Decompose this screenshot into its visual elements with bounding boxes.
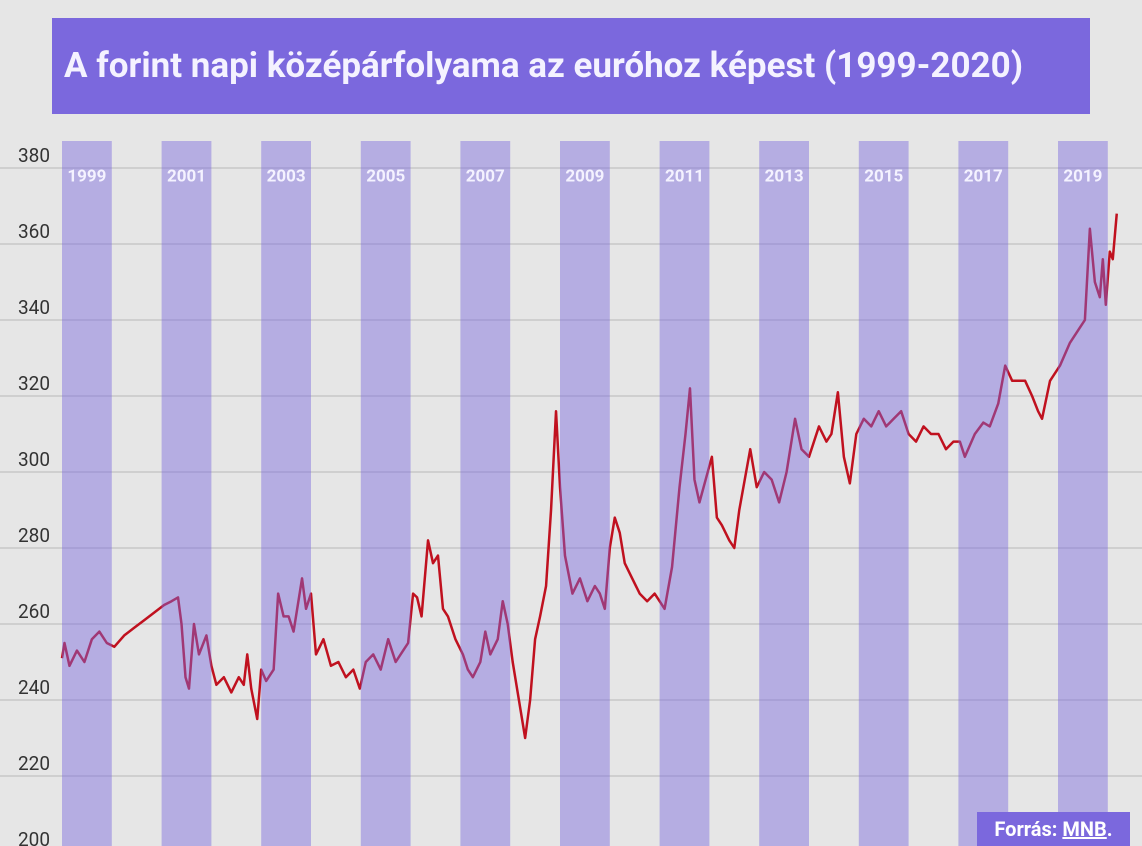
y-tick-label: 340 [18, 296, 50, 319]
y-tick-label: 260 [18, 600, 50, 623]
band-label: 2003 [267, 166, 306, 186]
year-band [560, 141, 610, 846]
year-band [161, 141, 212, 846]
band-label: 2005 [366, 166, 405, 186]
year-band [858, 141, 909, 846]
y-tick-label: 320 [18, 372, 50, 395]
y-tick-label: 380 [18, 144, 50, 167]
y-tick-label: 220 [18, 752, 50, 775]
source-label: Forrás: [994, 817, 1058, 841]
source: Forrás: MNB. [977, 812, 1130, 846]
year-band [62, 141, 112, 846]
y-tick-label: 360 [18, 220, 50, 243]
y-tick-label: 240 [18, 676, 50, 699]
source-link[interactable]: MNB [1062, 817, 1107, 841]
y-tick-label: 300 [18, 448, 50, 471]
band-label: 2001 [167, 166, 206, 186]
y-tick-label: 200 [18, 828, 50, 846]
year-band [659, 141, 710, 846]
band-label: 2011 [665, 166, 704, 186]
year-band [958, 141, 1009, 846]
year-band [1058, 141, 1108, 846]
band-label: 2017 [964, 166, 1003, 186]
band-label: 2019 [1063, 166, 1102, 186]
year-band [460, 141, 511, 846]
chart-title: A forint napi középárfolyama az euróhoz … [52, 18, 1090, 114]
band-label: 2015 [864, 166, 903, 186]
y-tick-label: 280 [18, 524, 50, 547]
band-label: 2007 [466, 166, 505, 186]
year-band [759, 141, 809, 846]
source-end: . [1106, 817, 1113, 841]
year-band [261, 141, 311, 846]
data-line [60, 213, 1119, 740]
band-label: 1999 [67, 166, 106, 186]
year-band [360, 141, 411, 846]
band-label: 2013 [765, 166, 804, 186]
band-label: 2009 [565, 166, 604, 186]
